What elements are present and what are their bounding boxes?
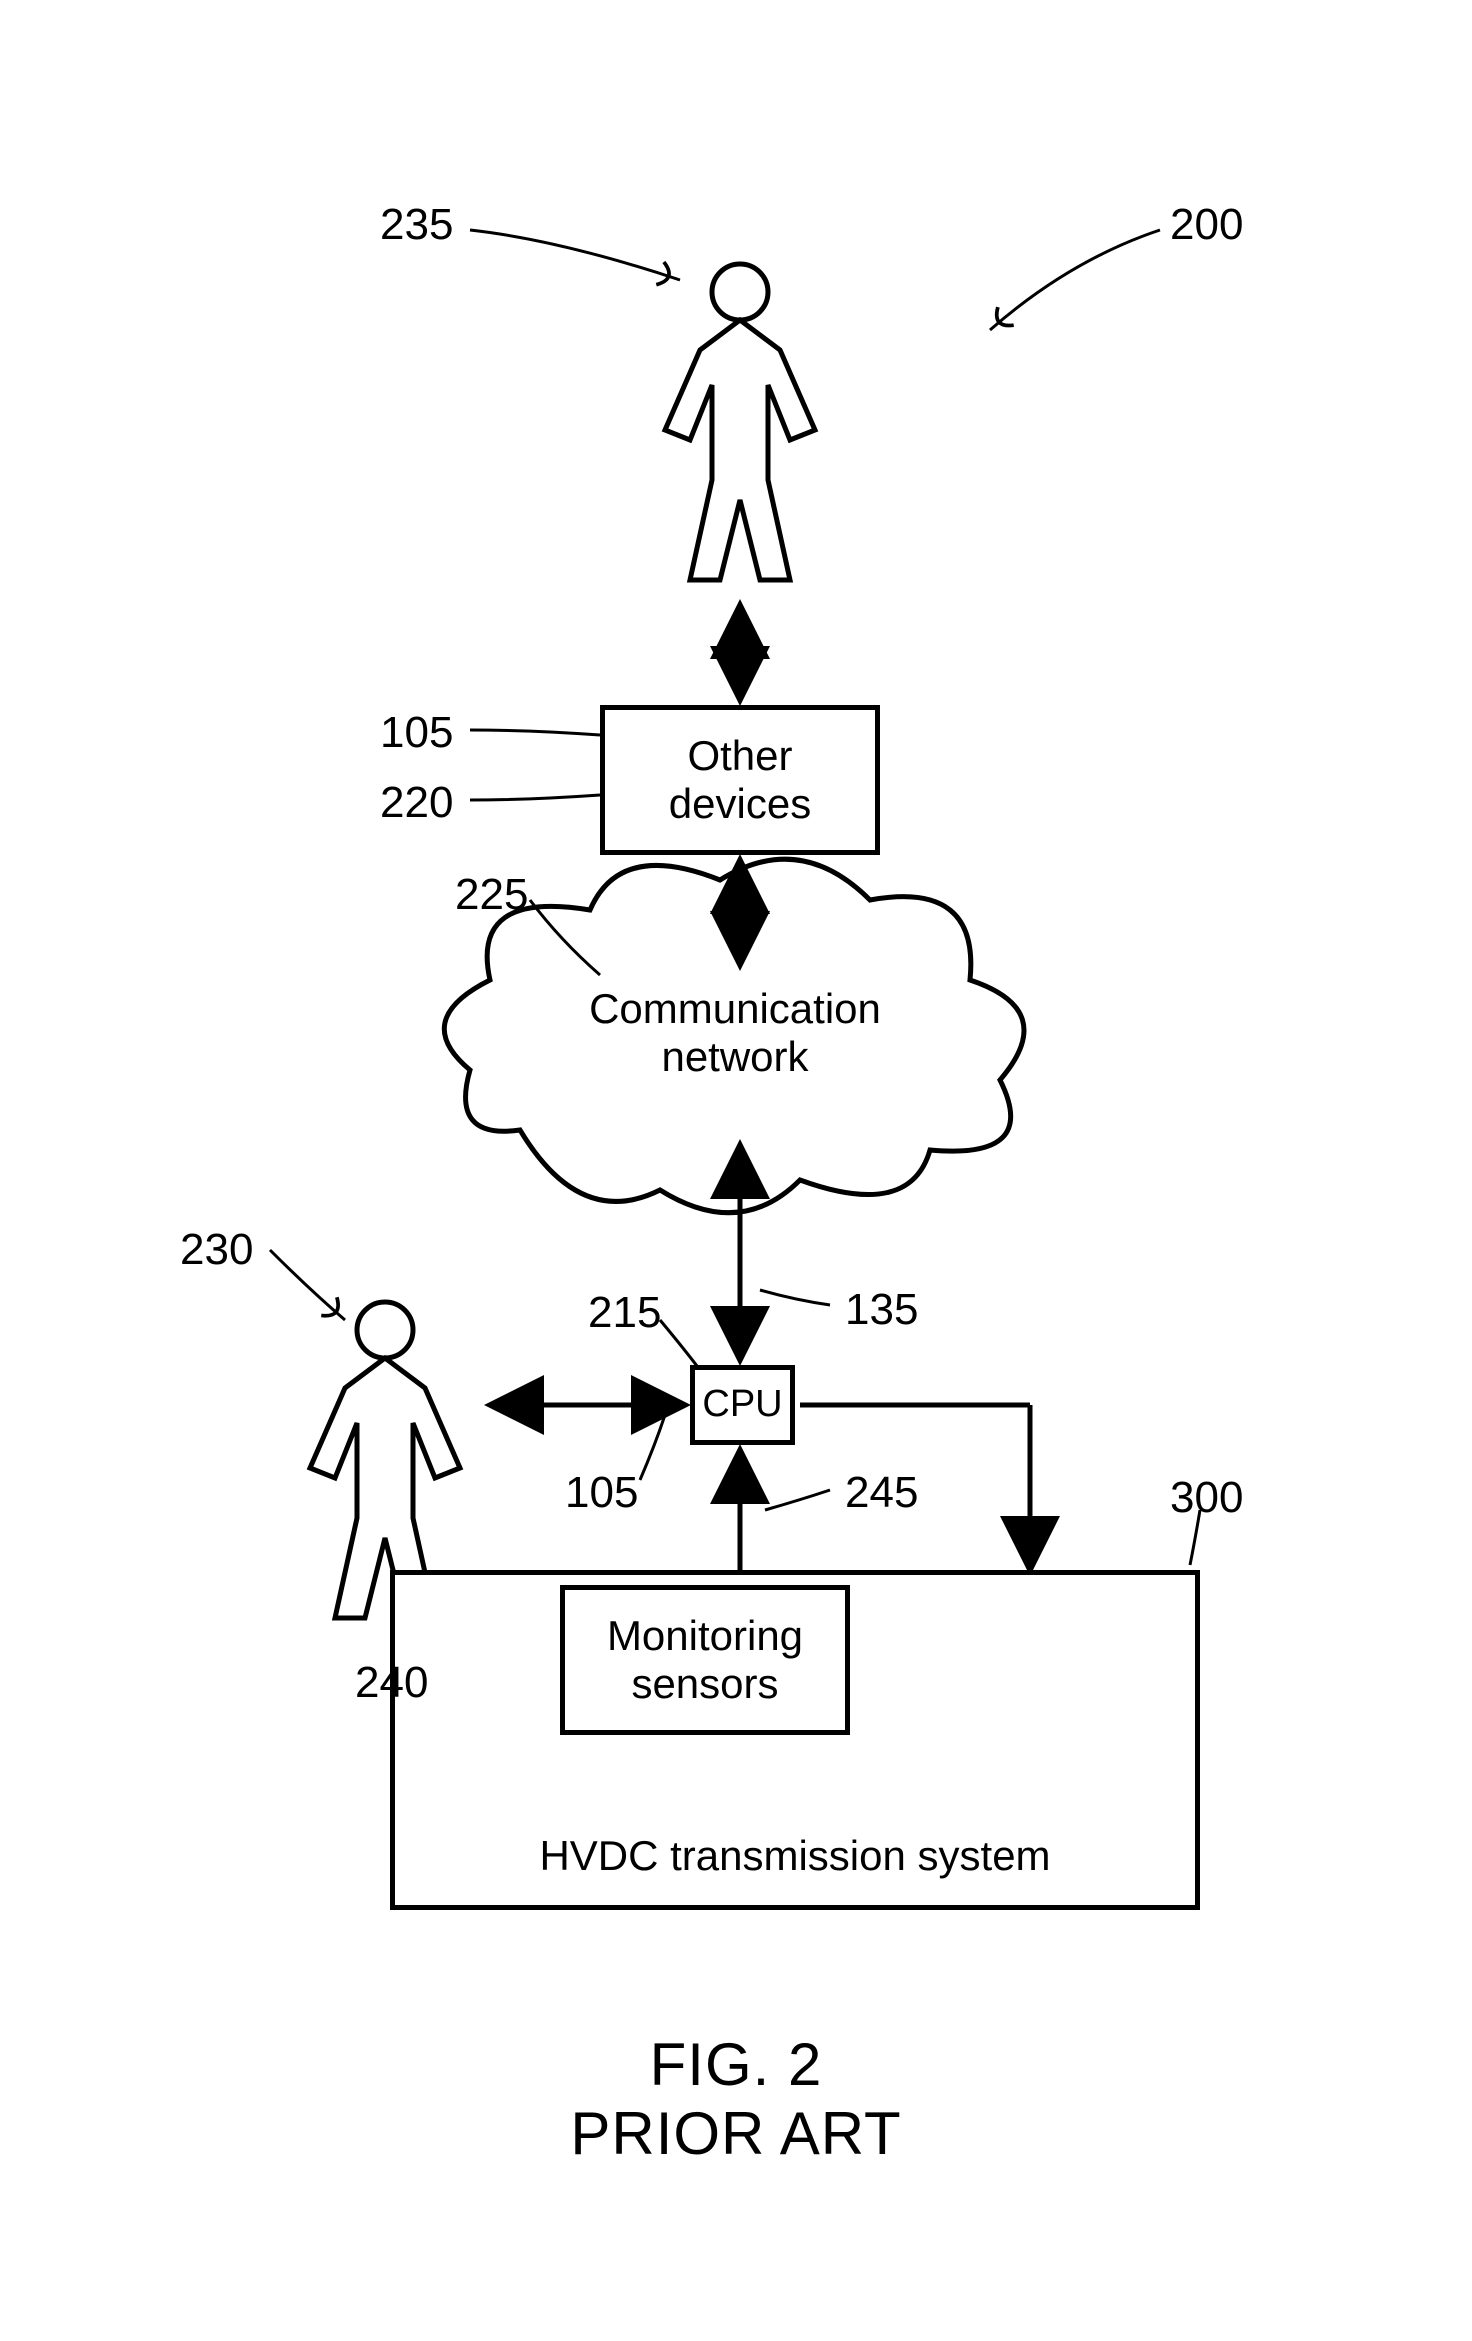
- ref-300: 300: [1170, 1473, 1243, 1523]
- other-devices-box: Other devices: [600, 705, 880, 855]
- comm-network-label: Communication network: [520, 985, 950, 1082]
- caption-l1: FIG. 2: [650, 2031, 823, 2098]
- ref-200: 200: [1170, 200, 1243, 250]
- ref-220: 220: [380, 778, 453, 828]
- ref-240: 240: [355, 1658, 428, 1708]
- leader-215: [660, 1320, 700, 1370]
- ref-230: 230: [180, 1225, 253, 1275]
- leader-230: [270, 1250, 345, 1320]
- ref-105a: 105: [380, 708, 453, 758]
- person-top-icon: [665, 264, 815, 580]
- leader-220: [470, 795, 600, 800]
- leader-235: [470, 230, 680, 280]
- other-devices-label-l2: devices: [669, 780, 811, 827]
- monitoring-sensors-box: Monitoring sensors: [560, 1585, 850, 1735]
- other-devices-label-l1: Other: [687, 732, 792, 779]
- caption-l2: PRIOR ART: [570, 2100, 901, 2167]
- leader-245: [765, 1490, 830, 1510]
- ref-235: 235: [380, 200, 453, 250]
- figure-caption: FIG. 2 PRIOR ART: [0, 2030, 1472, 2168]
- monitoring-l1: Monitoring: [607, 1612, 803, 1659]
- comm-network-l2: network: [661, 1033, 808, 1080]
- leader-135: [760, 1290, 830, 1305]
- cpu-box: CPU: [690, 1365, 795, 1445]
- ref-225: 225: [455, 870, 528, 920]
- leader-200: [990, 230, 1160, 330]
- comm-network-l1: Communication: [589, 985, 881, 1032]
- ref-135: 135: [845, 1285, 918, 1335]
- leader-105b: [640, 1415, 665, 1480]
- diagram-svg: [0, 0, 1472, 2341]
- cpu-label: CPU: [702, 1383, 782, 1427]
- ref-215: 215: [588, 1288, 661, 1338]
- ref-105b: 105: [565, 1468, 638, 1518]
- monitoring-l2: sensors: [631, 1660, 778, 1707]
- hvdc-label: HVDC transmission system: [539, 1832, 1050, 1880]
- ref-245: 245: [845, 1468, 918, 1518]
- leader-105a: [470, 730, 600, 735]
